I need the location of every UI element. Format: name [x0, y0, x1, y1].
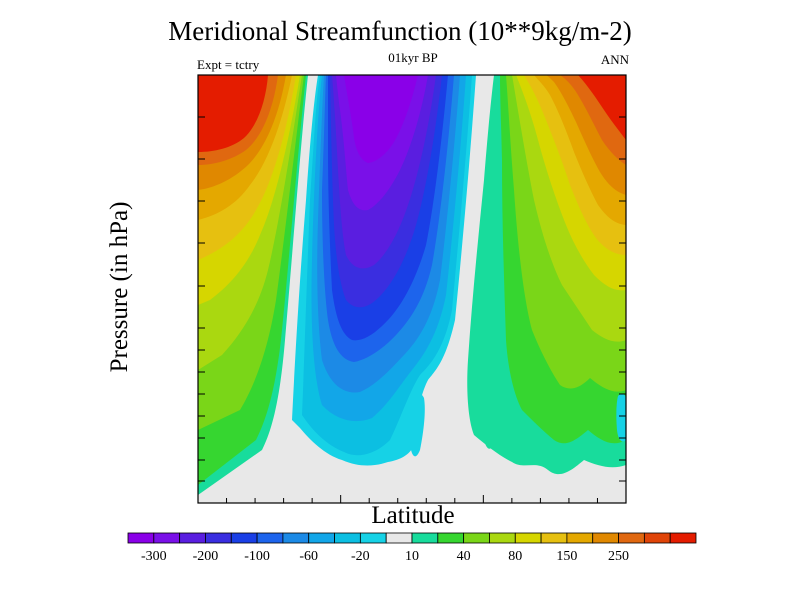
season-label: ANN — [600, 52, 629, 67]
colorbar-tick-label: -20 — [351, 549, 370, 564]
colorbar-swatch — [334, 532, 361, 544]
colorbar-swatch — [618, 532, 645, 544]
colorbar-swatch — [385, 532, 413, 544]
colorbar-swatch — [669, 532, 697, 544]
chart-title: Meridional Streamfunction (10**9kg/m-2) — [168, 16, 632, 46]
y-ticks-left — [198, 116, 205, 482]
colorbar: -300 -200 -100 -60 -20 10 40 80 150 250 — [127, 532, 697, 564]
colorbar-swatch — [411, 532, 439, 544]
colorbar-swatch — [256, 532, 284, 544]
colorbar-swatch — [489, 532, 516, 544]
colorbar-tick-label: -200 — [193, 549, 219, 564]
sh-deep-cyan-patch — [616, 393, 626, 442]
sh-cell-core — [578, 75, 626, 140]
colorbar-swatch — [205, 532, 232, 544]
colorbar-swatch — [282, 532, 310, 544]
contour-field — [198, 75, 626, 503]
colorbar-swatch — [230, 532, 258, 544]
colorbar-swatch — [179, 532, 206, 544]
colorbar-swatch — [308, 532, 335, 544]
colorbar-tick-label: 80 — [508, 549, 522, 564]
chart-subtitle: 01kyr BP — [388, 50, 438, 65]
colorbar-swatch — [463, 532, 490, 544]
colorbar-swatch — [359, 532, 387, 544]
colorbar-swatch — [437, 532, 465, 544]
colorbar-tick-label: -100 — [244, 549, 270, 564]
y-ticks-right — [619, 116, 626, 482]
colorbar-tick-label: -60 — [299, 549, 318, 564]
colorbar-tick-label: 150 — [556, 549, 577, 564]
plot-frame — [197, 74, 627, 504]
colorbar-swatch — [643, 532, 671, 544]
x-ticks-bottom — [226, 495, 598, 503]
nh-deep-cyan-patch — [408, 392, 425, 457]
x-axis-label: Latitude — [371, 502, 455, 529]
nh-cell-core — [198, 75, 268, 152]
colorbar-swatch — [540, 532, 568, 544]
colorbar-tick-label: 40 — [457, 549, 471, 564]
mid-green-patch — [480, 340, 499, 449]
colorbar-tick-label: -300 — [141, 549, 167, 564]
colorbar-swatch — [514, 532, 542, 544]
colorbar-tick-label: 250 — [608, 549, 629, 564]
colorbar-swatch — [127, 532, 155, 544]
colorbar-tick-label: 10 — [405, 549, 419, 564]
colorbar-swatch — [592, 532, 619, 544]
experiment-label: Expt = tctry — [197, 57, 260, 72]
trop-cell-core — [344, 75, 418, 163]
colorbar-swatch — [566, 532, 594, 544]
colorbar-swatch — [153, 532, 181, 544]
